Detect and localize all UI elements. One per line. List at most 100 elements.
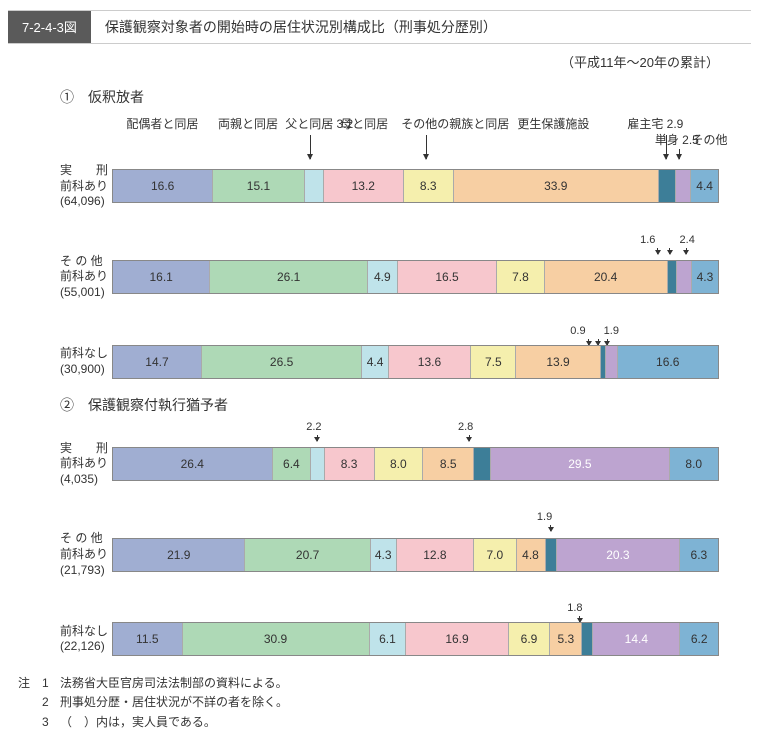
- segment-value: 4.8: [522, 548, 539, 562]
- bar-segment: 6.3: [680, 539, 718, 571]
- chart-wrap: 配偶者と同居両親と同居父と同居 3.2母と同居その他の親族と同居更生保護施設雇主…: [60, 115, 719, 379]
- note-prefix: [18, 713, 42, 732]
- row-label: 実 刑前科あり(4,035): [60, 441, 108, 488]
- segment-value: 6.1: [379, 632, 396, 646]
- row-count: (4,035): [60, 472, 108, 488]
- bar-row: 実 刑前科あり(4,035)26.46.48.38.08.529.58.0: [60, 441, 719, 488]
- callout-label: 1.8: [567, 602, 582, 614]
- row-label-line: 前科あり: [60, 456, 108, 472]
- stacked-bar: 11.530.96.116.96.95.314.46.2: [112, 622, 719, 656]
- row-label-line: そ の 他: [60, 254, 108, 270]
- segment-value: 4.4: [367, 355, 384, 369]
- bar-segment: 26.4: [113, 448, 273, 480]
- bar-segment: [677, 261, 692, 293]
- note-number: 1: [42, 674, 60, 693]
- bar-segment: 20.3: [557, 539, 680, 571]
- stacked-bar: 26.46.48.38.08.529.58.0: [112, 447, 719, 481]
- segment-value: 26.4: [181, 457, 204, 471]
- segment-value: 8.3: [341, 457, 358, 471]
- stacked-bar: 16.6 15.1 13.28.333.9 4.4: [112, 169, 719, 203]
- callout-label: 2.8: [458, 421, 473, 433]
- segment-value: 7.0: [486, 548, 503, 562]
- section-title: ② 保護観察付執行猶予者: [60, 395, 759, 415]
- segment-value: 14.4: [625, 632, 648, 646]
- callout-row: 1.62.4: [112, 236, 719, 252]
- bar-segment: [305, 170, 324, 202]
- bar-row: 実 刑前科あり(64,096) 16.6 15.1 13.28.333.9 4.4: [60, 163, 719, 210]
- note-text: 刑事処分歴・居住状況が不詳の者を除く。: [60, 693, 288, 712]
- segment-value: 6.4: [283, 457, 300, 471]
- legend-item: 配偶者と同居: [126, 115, 198, 132]
- bar-segment: [582, 623, 593, 655]
- segment-value: 30.9: [264, 632, 287, 646]
- row-label: 前科なし(22,126): [60, 624, 108, 655]
- bar-segment: 33.9: [454, 170, 659, 202]
- bar-segment: 4.3: [371, 539, 397, 571]
- bar-segment: 7.8: [497, 261, 544, 293]
- legend-item: その他の親族と同居: [401, 115, 509, 132]
- segment-value: 11.5: [136, 632, 158, 646]
- legend-arrow: [679, 149, 680, 159]
- bar-segment: 8.5: [423, 448, 474, 480]
- segment-value: 6.3: [691, 548, 708, 562]
- bar-row: そ の 他前科あり(21,793)21.920.74.312.87.04.820…: [60, 531, 719, 578]
- segment-value: 7.5: [485, 355, 502, 369]
- callout-row: 1.9: [112, 513, 719, 529]
- segment-value: 6.9: [521, 632, 538, 646]
- segment-value: 16.1: [149, 270, 172, 284]
- bar-segment: [311, 448, 324, 480]
- legend-item: 更生保護施設: [517, 115, 589, 132]
- bar-segment: 29.5: [491, 448, 669, 480]
- bar-row: 前科なし(30,900)14.726.54.413.67.513.916.6: [60, 345, 719, 379]
- row-count: (30,900): [60, 362, 108, 378]
- segment-value: 15.1: [247, 179, 270, 193]
- bar-segment: 8.0: [670, 448, 718, 480]
- note-prefix: [18, 693, 42, 712]
- legend-item: その他: [692, 131, 728, 148]
- row-label: 実 刑前科あり(64,096): [60, 163, 108, 210]
- callout-row: 2.2 2.8: [112, 423, 719, 439]
- bar-segment: 13.2: [324, 170, 404, 202]
- row-label-line: 実 刑: [60, 441, 108, 457]
- segment-value: 6.2: [691, 632, 708, 646]
- segment-value: 16.9: [445, 632, 468, 646]
- legend-item: 雇主宅 2.9: [627, 115, 683, 132]
- bar-segment: 4.9: [368, 261, 398, 293]
- row-count: (21,793): [60, 563, 108, 579]
- segment-value: 29.5: [568, 457, 591, 471]
- callout-label: 2.2: [306, 421, 321, 433]
- figure-header: 7-2-4-3図 保護観察対象者の開始時の居住状況別構成比（刑事処分歴別）: [8, 10, 751, 44]
- stacked-bar: 14.726.54.413.67.513.916.6: [112, 345, 719, 379]
- segment-value: 26.5: [270, 355, 293, 369]
- segment-value: 4.4: [696, 179, 713, 193]
- legend-item: 母と同居: [340, 115, 388, 132]
- bar-segment: 16.6: [618, 346, 718, 378]
- bar-segment: 7.0: [474, 539, 516, 571]
- figure-title: 保護観察対象者の開始時の居住状況別構成比（刑事処分歴別）: [91, 11, 511, 43]
- row-label-line: 前科あり: [60, 547, 108, 563]
- bar-segment: [668, 261, 678, 293]
- segment-value: 8.5: [440, 457, 457, 471]
- bar-segment: 8.3: [404, 170, 454, 202]
- row-label: 前科なし(30,900): [60, 346, 108, 377]
- bar-segment: 16.6: [113, 170, 213, 202]
- bar-segment: 21.9: [113, 539, 245, 571]
- segment-value: 12.8: [423, 548, 446, 562]
- row-label-line: 実 刑: [60, 163, 108, 179]
- segment-value: 4.3: [375, 548, 392, 562]
- segment-value: 14.7: [145, 355, 168, 369]
- bar-segment: 6.2: [680, 623, 718, 655]
- segment-value: 4.9: [374, 270, 391, 284]
- row-label-line: そ の 他: [60, 531, 108, 547]
- segment-value: 4.3: [697, 270, 714, 284]
- bar-segment: 6.4: [273, 448, 312, 480]
- figure-number: 7-2-4-3図: [8, 11, 91, 43]
- segment-value: 16.5: [435, 270, 458, 284]
- segment-value: 16.6: [151, 179, 174, 193]
- bar-segment: [474, 448, 491, 480]
- segment-value: 13.9: [546, 355, 569, 369]
- bar-segment: [659, 170, 677, 202]
- row-count: (64,096): [60, 194, 108, 210]
- callout-label: 1.9: [537, 511, 552, 523]
- legend-arrow: [310, 135, 311, 159]
